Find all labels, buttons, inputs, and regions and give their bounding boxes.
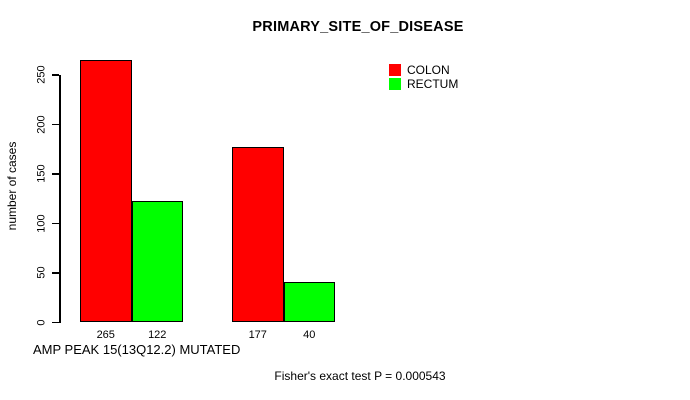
- x-axis-label: AMP PEAK 15(13Q12.2) MUTATED: [33, 342, 241, 357]
- legend-label: RECTUM: [407, 77, 459, 91]
- y-tick-label: 250: [35, 65, 48, 84]
- y-axis-tick: [52, 123, 59, 125]
- legend: COLON RECTUM: [389, 63, 458, 91]
- y-tick-label: 150: [35, 164, 48, 183]
- y-tick-label: 100: [35, 213, 48, 233]
- y-axis-tick: [52, 74, 59, 76]
- bar-value-label: 265: [96, 329, 115, 341]
- bar-rectum-2: [283, 282, 335, 322]
- y-axis-tick: [52, 222, 59, 224]
- legend-swatch-rectum: [389, 78, 401, 90]
- chart-title: PRIMARY_SITE_OF_DISEASE: [252, 19, 464, 35]
- bar-rectum-1: [131, 201, 183, 322]
- bar-value-label: 177: [248, 329, 267, 341]
- bar-colon-1: [80, 59, 132, 322]
- y-tick-label: 50: [35, 266, 48, 279]
- y-tick-label: 0: [35, 318, 48, 326]
- y-axis-tick: [52, 173, 59, 175]
- bar-colon-2: [232, 146, 284, 322]
- legend-entry-colon: COLON: [389, 63, 458, 77]
- legend-entry-rectum: RECTUM: [389, 77, 458, 91]
- y-axis-line: [59, 74, 61, 323]
- legend-swatch-colon: [389, 64, 401, 76]
- bar-value-label: 122: [148, 329, 167, 341]
- bar-value-label: 40: [303, 329, 316, 341]
- y-axis-tick: [52, 272, 59, 274]
- y-axis-tick: [52, 321, 59, 323]
- legend-label: COLON: [407, 63, 450, 77]
- y-tick-label: 200: [35, 114, 48, 134]
- fisher-test-annotation: Fisher's exact test P = 0.000543: [274, 369, 446, 383]
